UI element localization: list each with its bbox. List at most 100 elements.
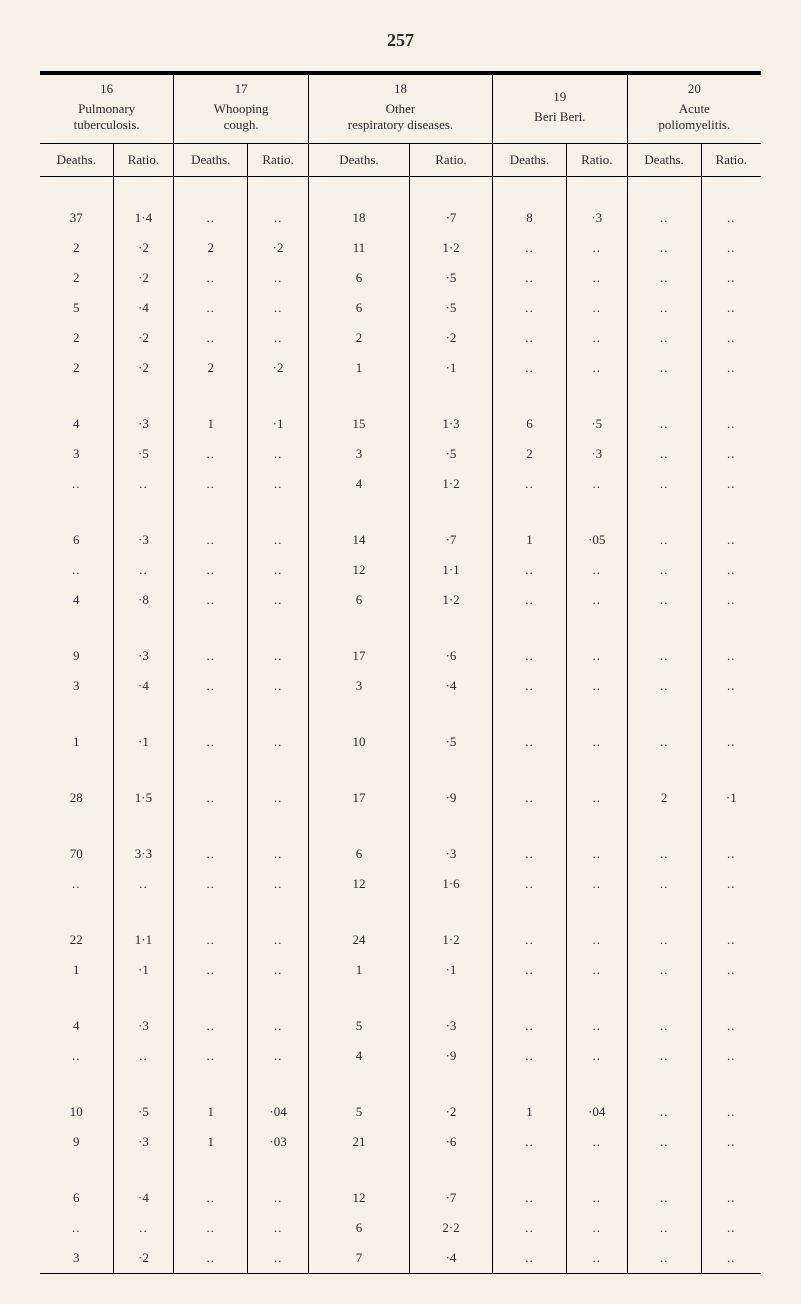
table-row: 4·8....61·2........: [40, 585, 761, 615]
deaths-cell: ..: [174, 641, 248, 671]
ratio-cell: ·7: [409, 525, 492, 555]
deaths-cell: ..: [627, 233, 701, 263]
cell: [248, 985, 309, 1011]
deaths-header: Deaths.: [627, 144, 701, 177]
deaths-cell: ..: [174, 925, 248, 955]
deaths-cell: 18: [308, 203, 409, 233]
column-number: 20: [630, 81, 759, 97]
ratio-cell: ·5: [113, 439, 174, 469]
cell: [627, 701, 701, 727]
deaths-cell: 12: [308, 869, 409, 899]
cell: [627, 383, 701, 409]
cell: [701, 899, 761, 925]
ratio-cell: ·1: [248, 409, 309, 439]
cell: [409, 1157, 492, 1183]
ratio-cell: ..: [248, 839, 309, 869]
ratio-cell: ..: [566, 839, 627, 869]
cell: [40, 701, 113, 727]
cell: [492, 499, 566, 525]
column-title: Whoopingcough.: [214, 101, 269, 132]
cell: [492, 813, 566, 839]
ratio-cell: ..: [566, 555, 627, 585]
cell: [409, 757, 492, 783]
ratio-cell: ·3: [566, 203, 627, 233]
cell: [40, 499, 113, 525]
column-number: 17: [176, 81, 306, 97]
ratio-cell: ..: [248, 1213, 309, 1243]
ratio-cell: ·1: [113, 955, 174, 985]
deaths-cell: 3: [308, 439, 409, 469]
cell: [248, 1071, 309, 1097]
table-row: 2·2....2·2........: [40, 323, 761, 353]
ratio-cell: 1·2: [409, 925, 492, 955]
column-title: Acutepoliomyelitis.: [658, 101, 730, 132]
deaths-cell: 7: [308, 1243, 409, 1274]
table-row: ........121·6........: [40, 869, 761, 899]
ratio-cell: ·1: [409, 353, 492, 383]
ratio-cell: ..: [701, 585, 761, 615]
deaths-cell: 12: [308, 555, 409, 585]
deaths-cell: 6: [308, 839, 409, 869]
cell: [701, 383, 761, 409]
sub-header-row: Deaths.Ratio.Deaths.Ratio.Deaths.Ratio.D…: [40, 144, 761, 177]
deaths-cell: 2: [174, 353, 248, 383]
ratio-cell: ·5: [409, 439, 492, 469]
ratio-cell: ..: [248, 263, 309, 293]
cell: [174, 813, 248, 839]
table-row: 281·5....17·9....2·1: [40, 783, 761, 813]
deaths-cell: ..: [627, 1127, 701, 1157]
deaths-cell: ..: [174, 585, 248, 615]
deaths-cell: 8: [492, 203, 566, 233]
cell: [492, 177, 566, 204]
deaths-cell: 1: [174, 1127, 248, 1157]
ratio-cell: 1·4: [113, 203, 174, 233]
cell: [248, 615, 309, 641]
deaths-cell: ..: [627, 585, 701, 615]
table-row: 1·1....1·1........: [40, 955, 761, 985]
deaths-cell: 6: [308, 1213, 409, 1243]
ratio-cell: ·2: [113, 323, 174, 353]
deaths-header: Deaths.: [174, 144, 248, 177]
table-row: 6·4....12·7........: [40, 1183, 761, 1213]
cell: [627, 985, 701, 1011]
deaths-cell: 4: [308, 469, 409, 499]
cell: [566, 899, 627, 925]
ratio-cell: ..: [566, 263, 627, 293]
cell: [40, 1157, 113, 1183]
cell: [308, 1071, 409, 1097]
cell: [627, 177, 701, 204]
cell: [627, 757, 701, 783]
deaths-header: Deaths.: [308, 144, 409, 177]
deaths-cell: ..: [492, 869, 566, 899]
table-row: ........121·1........: [40, 555, 761, 585]
ratio-cell: ..: [566, 469, 627, 499]
deaths-cell: ..: [492, 353, 566, 383]
ratio-cell: ·7: [409, 1183, 492, 1213]
ratio-cell: ..: [701, 1127, 761, 1157]
deaths-cell: ..: [492, 585, 566, 615]
deaths-cell: ..: [174, 469, 248, 499]
cell: [409, 701, 492, 727]
deaths-cell: ..: [627, 955, 701, 985]
table-row: 9·31·0321·6........: [40, 1127, 761, 1157]
deaths-cell: ..: [492, 323, 566, 353]
deaths-cell: ..: [492, 925, 566, 955]
ratio-cell: ..: [701, 641, 761, 671]
deaths-cell: 1: [174, 1097, 248, 1127]
deaths-cell: 11: [308, 233, 409, 263]
ratio-cell: ..: [701, 263, 761, 293]
cell: [409, 383, 492, 409]
ratio-cell: ..: [701, 293, 761, 323]
table-row: 3·4....3·4........: [40, 671, 761, 701]
deaths-cell: ..: [627, 293, 701, 323]
cell: [627, 1157, 701, 1183]
cell: [627, 615, 701, 641]
ratio-cell: ..: [248, 783, 309, 813]
deaths-cell: 3: [40, 439, 113, 469]
deaths-cell: ..: [492, 1011, 566, 1041]
deaths-cell: ..: [492, 1213, 566, 1243]
cell: [701, 499, 761, 525]
cell: [492, 701, 566, 727]
deaths-cell: 2: [40, 353, 113, 383]
cell: [308, 1157, 409, 1183]
